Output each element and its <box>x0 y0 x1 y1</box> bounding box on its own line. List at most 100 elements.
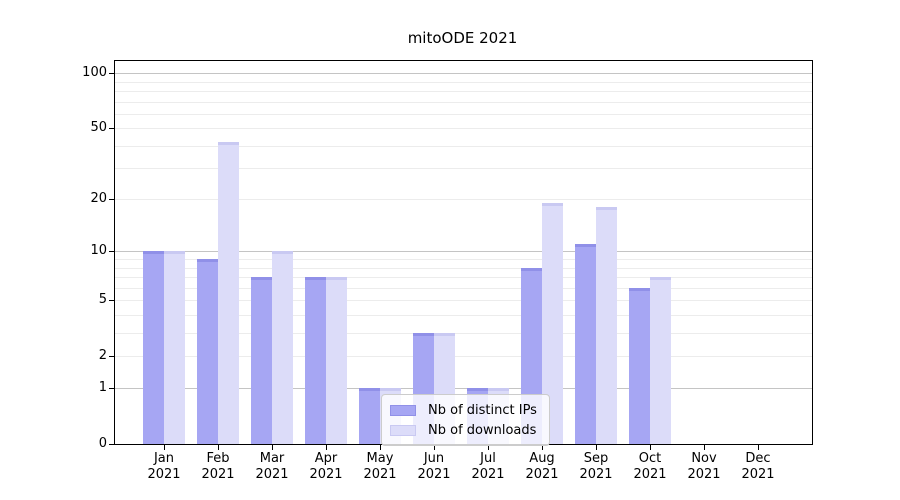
y-gridline-minor <box>115 259 812 260</box>
y-tick-mark <box>109 128 114 130</box>
x-tick-year: 2021 <box>309 467 343 482</box>
y-tick-label: 100 <box>82 65 107 81</box>
y-gridline-minor <box>115 267 812 269</box>
x-tick-label: Nov 2021 <box>674 451 734 483</box>
x-tick-label: Jul 2021 <box>458 451 518 483</box>
x-tick-month: Jun <box>423 451 445 466</box>
x-tick-label: Mar 2021 <box>242 451 302 483</box>
y-gridline-minor <box>115 90 812 92</box>
y-gridline <box>115 128 812 130</box>
y-gridline-minor <box>115 314 812 316</box>
y-tick-mark <box>109 251 114 253</box>
x-tick-month: Apr <box>314 451 338 466</box>
bar-ips-sep <box>575 244 596 444</box>
x-tick-label: Feb 2021 <box>188 451 248 483</box>
x-tick-mark <box>164 445 165 450</box>
y-tick-label: 10 <box>90 243 107 259</box>
legend-swatch <box>390 424 416 436</box>
y-gridline-minor <box>115 332 812 334</box>
x-tick-label: Dec 2021 <box>728 451 788 483</box>
y-gridline-minor <box>115 113 812 115</box>
bar-ips-feb <box>197 259 218 444</box>
x-tick-year: 2021 <box>687 467 721 482</box>
y-gridline <box>115 251 812 253</box>
legend-label: Nb of downloads <box>428 422 537 438</box>
legend-row: Nb of distinct IPs <box>390 400 537 420</box>
y-tick-label: 2 <box>98 347 107 363</box>
y-tick-label: 0 <box>98 436 107 451</box>
x-tick-year: 2021 <box>363 467 397 482</box>
x-tick-year: 2021 <box>201 467 235 482</box>
y-gridline <box>115 73 812 75</box>
y-gridline <box>115 199 812 201</box>
y-tick-mark <box>109 199 114 201</box>
x-tick-mark <box>542 445 543 450</box>
x-tick-year: 2021 <box>579 467 613 482</box>
y-gridline <box>115 300 812 301</box>
x-tick-label: Aug 2021 <box>512 451 572 483</box>
x-tick-year: 2021 <box>147 467 181 482</box>
x-tick-month: Dec <box>745 451 771 466</box>
bar-ips-oct <box>629 287 650 444</box>
x-tick-year: 2021 <box>741 467 775 482</box>
x-tick-mark <box>650 445 651 450</box>
y-gridline-minor <box>115 145 812 147</box>
x-tick-mark <box>272 445 273 450</box>
bar-downloads-feb <box>218 141 239 444</box>
x-tick-mark <box>218 445 219 450</box>
bar-ips-jan <box>143 251 164 444</box>
y-tick-mark <box>109 73 114 75</box>
x-tick-mark <box>380 445 381 450</box>
x-tick-month: Mar <box>259 451 285 466</box>
y-tick-label: 5 <box>98 292 107 307</box>
x-tick-mark <box>488 445 489 450</box>
x-tick-year: 2021 <box>255 467 289 482</box>
bar-downloads-jan <box>164 251 185 444</box>
x-tick-year: 2021 <box>471 467 505 482</box>
x-tick-month: Jul <box>480 451 496 466</box>
y-tick-mark <box>109 355 114 357</box>
x-tick-mark <box>758 445 759 450</box>
x-tick-month: Jan <box>153 451 175 466</box>
x-tick-month: May <box>366 451 394 466</box>
bar-ips-mar <box>251 276 272 444</box>
y-gridline-minor <box>115 276 812 278</box>
y-gridline-minor <box>115 101 812 103</box>
plot-area: 0 1 2 5 10 20 50 100 Jan 2021 Feb 2021 Mar 2021 Apr 202… <box>82 60 813 482</box>
x-tick-mark <box>704 445 705 450</box>
bar-downloads-aug <box>542 203 563 444</box>
x-tick-month: Feb <box>206 451 230 466</box>
y-gridline-minor <box>115 81 812 83</box>
x-tick-mark <box>596 445 597 450</box>
bar-ips-apr <box>305 276 326 444</box>
y-gridline <box>115 355 812 357</box>
y-gridline <box>115 388 812 390</box>
x-tick-mark <box>434 445 435 450</box>
x-tick-year: 2021 <box>633 467 667 482</box>
chart-title: mitoODE 2021 <box>407 29 518 47</box>
legend: Nb of distinct IPs Nb of downloads <box>381 394 550 446</box>
x-tick-label: Sep 2021 <box>566 451 626 483</box>
legend-label: Nb of distinct IPs <box>428 402 537 418</box>
bar-ips-may <box>359 388 380 444</box>
bar-downloads-mar <box>272 251 293 444</box>
x-tick-month: Aug <box>529 451 555 466</box>
y-tick-label: 20 <box>90 191 107 207</box>
x-tick-year: 2021 <box>525 467 559 482</box>
x-tick-label: Apr 2021 <box>296 451 356 483</box>
x-tick-month: Oct <box>638 451 662 466</box>
x-tick-label: May 2021 <box>350 451 410 483</box>
legend-row: Nb of downloads <box>390 420 537 440</box>
y-tick-mark <box>109 444 114 445</box>
y-tick-label: 1 <box>98 380 107 396</box>
x-tick-label: Jun 2021 <box>404 451 464 483</box>
x-tick-mark <box>326 445 327 450</box>
x-tick-month: Sep <box>583 451 609 466</box>
x-tick-year: 2021 <box>417 467 451 482</box>
bar-downloads-apr <box>326 276 347 444</box>
bar-downloads-sep <box>596 207 617 444</box>
x-tick-label: Jan 2021 <box>134 451 194 483</box>
y-tick-mark <box>109 300 114 301</box>
y-tick-mark <box>109 388 114 390</box>
